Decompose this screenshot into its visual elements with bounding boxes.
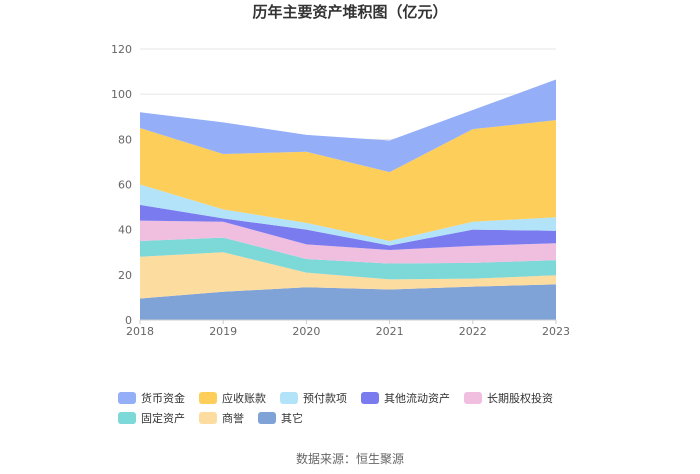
legend-swatch — [464, 392, 482, 404]
legend-label: 商誉 — [222, 412, 244, 425]
x-tick-label: 2023 — [542, 325, 570, 338]
legend-item[interactable]: 固定资产 — [118, 408, 185, 428]
data-source: 数据来源：恒生聚源 — [295, 452, 404, 466]
legend-swatch — [258, 412, 276, 424]
y-tick-label: 80 — [118, 133, 132, 146]
legend-item[interactable]: 应收账款 — [199, 388, 266, 408]
legend-swatch — [361, 392, 379, 404]
area-预付款项 — [140, 184, 556, 246]
y-tick-label: 40 — [118, 224, 132, 237]
legend-swatch — [199, 412, 217, 424]
area-商誉 — [140, 252, 556, 299]
legend-swatch — [118, 392, 136, 404]
legend-item[interactable]: 商誉 — [199, 408, 244, 428]
x-tick-label: 2022 — [459, 325, 487, 338]
x-tick-label: 2019 — [209, 325, 237, 338]
legend-label: 预付款项 — [303, 392, 347, 405]
area-固定资产 — [140, 237, 556, 280]
y-tick-label: 60 — [118, 179, 132, 192]
area-长期股权投资 — [140, 220, 556, 264]
y-tick-label: 0 — [125, 314, 132, 327]
legend-item[interactable]: 其它 — [258, 408, 303, 428]
legend-swatch — [118, 412, 136, 424]
legend-label: 货币资金 — [141, 392, 185, 405]
y-tick-label: 100 — [111, 88, 132, 101]
area-其他流动资产 — [140, 204, 556, 250]
y-tick-label: 20 — [118, 269, 132, 282]
legend-label: 其他流动资产 — [384, 392, 450, 405]
legend-label: 长期股权投资 — [487, 392, 553, 405]
area-series — [140, 79, 556, 320]
chart-title: 历年主要资产堆积图（亿元） — [252, 3, 447, 21]
legend-swatch — [280, 392, 298, 404]
area-应收账款 — [140, 120, 556, 241]
x-tick-label: 2018 — [126, 325, 154, 338]
legend-swatch — [199, 392, 217, 404]
axes: 0 20 40 60 80 100 120 2018 2019 2020 2021 2022 2023 — [111, 43, 570, 338]
x-tick-label: 2020 — [292, 325, 320, 338]
legend-label: 应收账款 — [222, 392, 266, 405]
legend-label: 固定资产 — [141, 412, 185, 425]
legend-item[interactable]: 预付款项 — [280, 388, 347, 408]
legend: 货币资金 应收账款 预付款项 其他流动资产 长期股权投资固定资产 商誉 其它 — [118, 388, 618, 428]
x-tick-label: 2021 — [376, 325, 404, 338]
y-tick-label: 120 — [111, 43, 132, 56]
area-其它 — [140, 284, 556, 320]
legend-item[interactable]: 长期股权投资 — [464, 388, 553, 408]
area-货币资金 — [140, 79, 556, 173]
legend-item[interactable]: 其他流动资产 — [361, 388, 450, 408]
legend-label: 其它 — [281, 412, 303, 425]
legend-item[interactable]: 货币资金 — [118, 388, 185, 408]
